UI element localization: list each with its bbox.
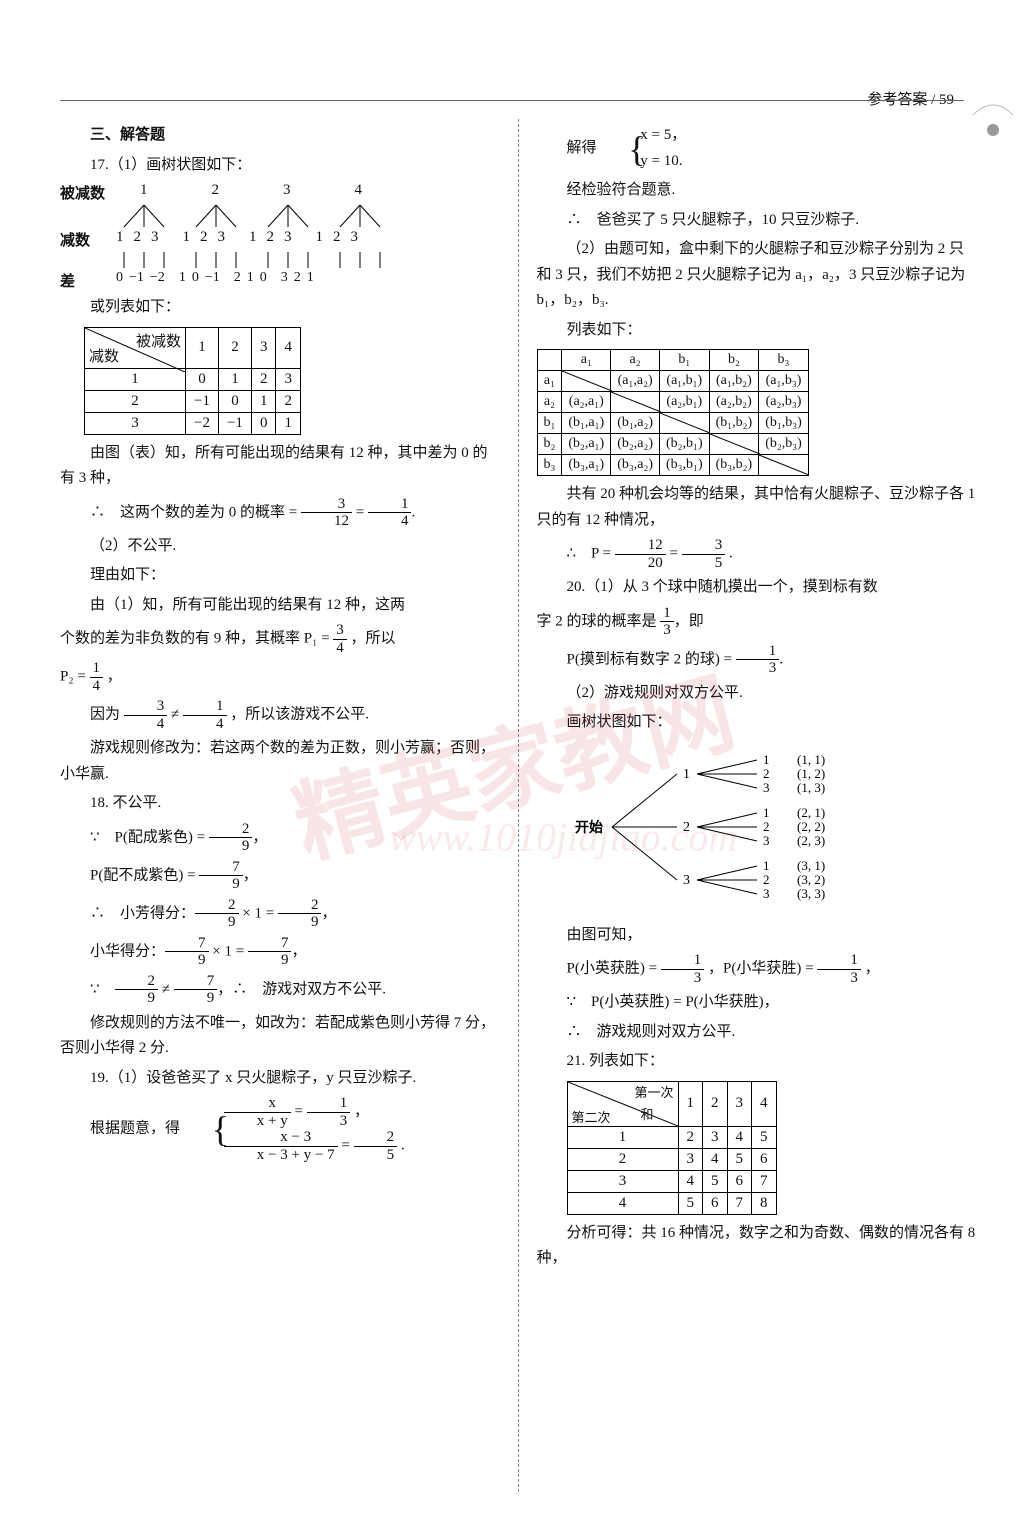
q20b: 字 2 的球的概率是 13，即 (537, 605, 977, 639)
svg-text:(2, 3): (2, 3) (797, 833, 825, 848)
svg-text:(3, 3): (3, 3) (797, 886, 825, 901)
q17-1: 17.（1）画树状图如下： (60, 153, 500, 179)
corner-decoration (968, 90, 1018, 150)
svg-text:2: 2 (763, 872, 770, 887)
t17d: 个数的差为非负数的有 9 种，其概率 P₁ = 34 ，所以 (60, 622, 500, 656)
q20e: 画树状图如下： (537, 710, 977, 736)
q20h: ∵ P(小英获胜) = P(小华获胜)， (537, 990, 977, 1016)
tree-row1-label: 被减数 (60, 182, 116, 203)
header-rule (60, 100, 964, 101)
svg-text:2: 2 (763, 766, 770, 781)
svg-text:(1, 3): (1, 3) (797, 780, 825, 795)
tree-row3-label: 差 (60, 270, 116, 291)
q20: 20.（1）从 3 个球中随机摸出一个，摸到标有数 (537, 575, 977, 601)
p18d: 小华得分：79 × 1 = 79， (60, 935, 500, 969)
svg-text:(2, 2): (2, 2) (797, 819, 825, 834)
svg-text:3: 3 (763, 833, 770, 848)
p18a: ∵ P(配成紫色) = 29， (60, 821, 500, 855)
table2: a₁a₂b₁b₂b₃ a₁(a₁,a₂)(a₁,b₁)(a₁,b₂)(a₁,b₃… (537, 349, 809, 476)
p18b: P(配不成紫色) = 79， (60, 859, 500, 893)
t17f: 因为 34 ≠ 14 ，所以该游戏不公平. (60, 698, 500, 732)
tree-diagram: 被减数 1 2 3 4 (60, 182, 500, 291)
svg-text:3: 3 (683, 873, 690, 888)
p18e: ∵ 29 ≠ 79，∴ 游戏对双方不公平. (60, 973, 500, 1007)
p18f: 修改规则的方法不唯一，如改为：若配成紫色则小芳得 7 分，否则小华得 2 分. (60, 1011, 500, 1062)
t17-2: （2）不公平. (60, 534, 500, 560)
svg-text:2: 2 (763, 819, 770, 834)
svg-text:(3, 2): (3, 2) (797, 872, 825, 887)
sys-sol: 解得 x = 5， y = 10. (537, 123, 977, 174)
r3: 共有 20 种机会均等的结果，其中恰有火腿粽子、豆沙粽子各 1 只的有 12 种… (537, 482, 977, 533)
q19a: 根据题意，得 xx + y = 13 ， x − 3x − 3 + y − 7 … (60, 1095, 500, 1163)
p18c: ∴ 小芳得分：29 × 1 = 29， (60, 897, 500, 931)
section-title: 三、解答题 (60, 123, 500, 149)
q19: 19.（1）设爸爸买了 x 只火腿粽子，y 只豆沙粽子. (60, 1066, 500, 1092)
tree3-start: 开始 (575, 819, 603, 836)
or-table-label: 或列表如下： (60, 295, 500, 321)
q20f2: 由图可知， (537, 923, 977, 949)
r4: ∴ P = 1220 = 35 . (537, 537, 977, 571)
t17a: 由图（表）知，所有可能出现的结果有 12 种，其中差为 0 的有 3 种， (60, 441, 500, 492)
q20i: ∴ 游戏规则对双方公平. (537, 1020, 977, 1046)
chk: 经检验符合题意. (537, 178, 977, 204)
svg-text:3: 3 (763, 780, 770, 795)
svg-text:1: 1 (763, 858, 770, 873)
q20c: P(摸到标有数字 2 的球) = 13. (537, 643, 977, 677)
page-header: 参考答案 / 59 (867, 88, 954, 109)
r1: ∴ 爸爸买了 5 只火腿粽子，10 只豆沙粽子. (537, 208, 977, 234)
table3: 第一次 和 第二次 1234 12345 23456 34567 45678 (567, 1081, 777, 1215)
svg-text:3: 3 (763, 886, 770, 901)
svg-text:(3, 1): (3, 1) (797, 858, 825, 873)
r2: （2）由题可知，盒中剩下的火腿粽子和豆沙粽子分别为 2 只和 3 只，我们不妨把… (537, 237, 977, 314)
q20d: （2）游戏规则对双方公平. (537, 681, 977, 707)
svg-text:2: 2 (683, 820, 690, 835)
tree-row2-label: 减数 (60, 229, 116, 250)
t17-reason: 理由如下： (60, 563, 500, 589)
right-column: 解得 x = 5， y = 10. 经检验符合题意. ∴ 爸爸买了 5 只火腿粽… (519, 119, 977, 1492)
tree3-diagram: 开始 123 1(1, 1) 2(1, 2) 3(1, 3) 1(2, 1) 2… (567, 742, 977, 917)
r2t: 列表如下： (537, 318, 977, 344)
svg-text:1: 1 (683, 767, 690, 782)
svg-text:1: 1 (763, 752, 770, 767)
table1: 被减数 减数 1234 10123 2−1012 3−2−101 (84, 327, 301, 435)
svg-text:1: 1 (763, 805, 770, 820)
t17e: P₂ = 14 ， (60, 660, 500, 694)
t17g: 游戏规则修改为：若这两个数的差为正数，则小芳赢；否则，小华赢. (60, 736, 500, 787)
svg-text:(1, 1): (1, 1) (797, 752, 825, 767)
t17b: ∴ 这两个数的差为 0 的概率 = 312 = 14. (60, 496, 500, 530)
q18: 18. 不公平. (60, 791, 500, 817)
left-column: 三、解答题 17.（1）画树状图如下： 被减数 1 2 3 4 (60, 119, 519, 1492)
q21: 21. 列表如下： (537, 1049, 977, 1075)
page: 精英家教网 www.1010jiajiao.com 参考答案 / 59 三、解答… (0, 0, 1024, 1522)
svg-text:(1, 2): (1, 2) (797, 766, 825, 781)
t17c: 由（1）知，所有可能出现的结果有 12 种，这两 (60, 593, 500, 619)
svg-text:(2, 1): (2, 1) (797, 805, 825, 820)
q20g: P(小英获胜) = 13 ，P(小华获胜) = 13 ， (537, 952, 977, 986)
q21a: 分析可得：共 16 种情况，数字之和为奇数、偶数的情况各有 8 种， (537, 1221, 977, 1272)
